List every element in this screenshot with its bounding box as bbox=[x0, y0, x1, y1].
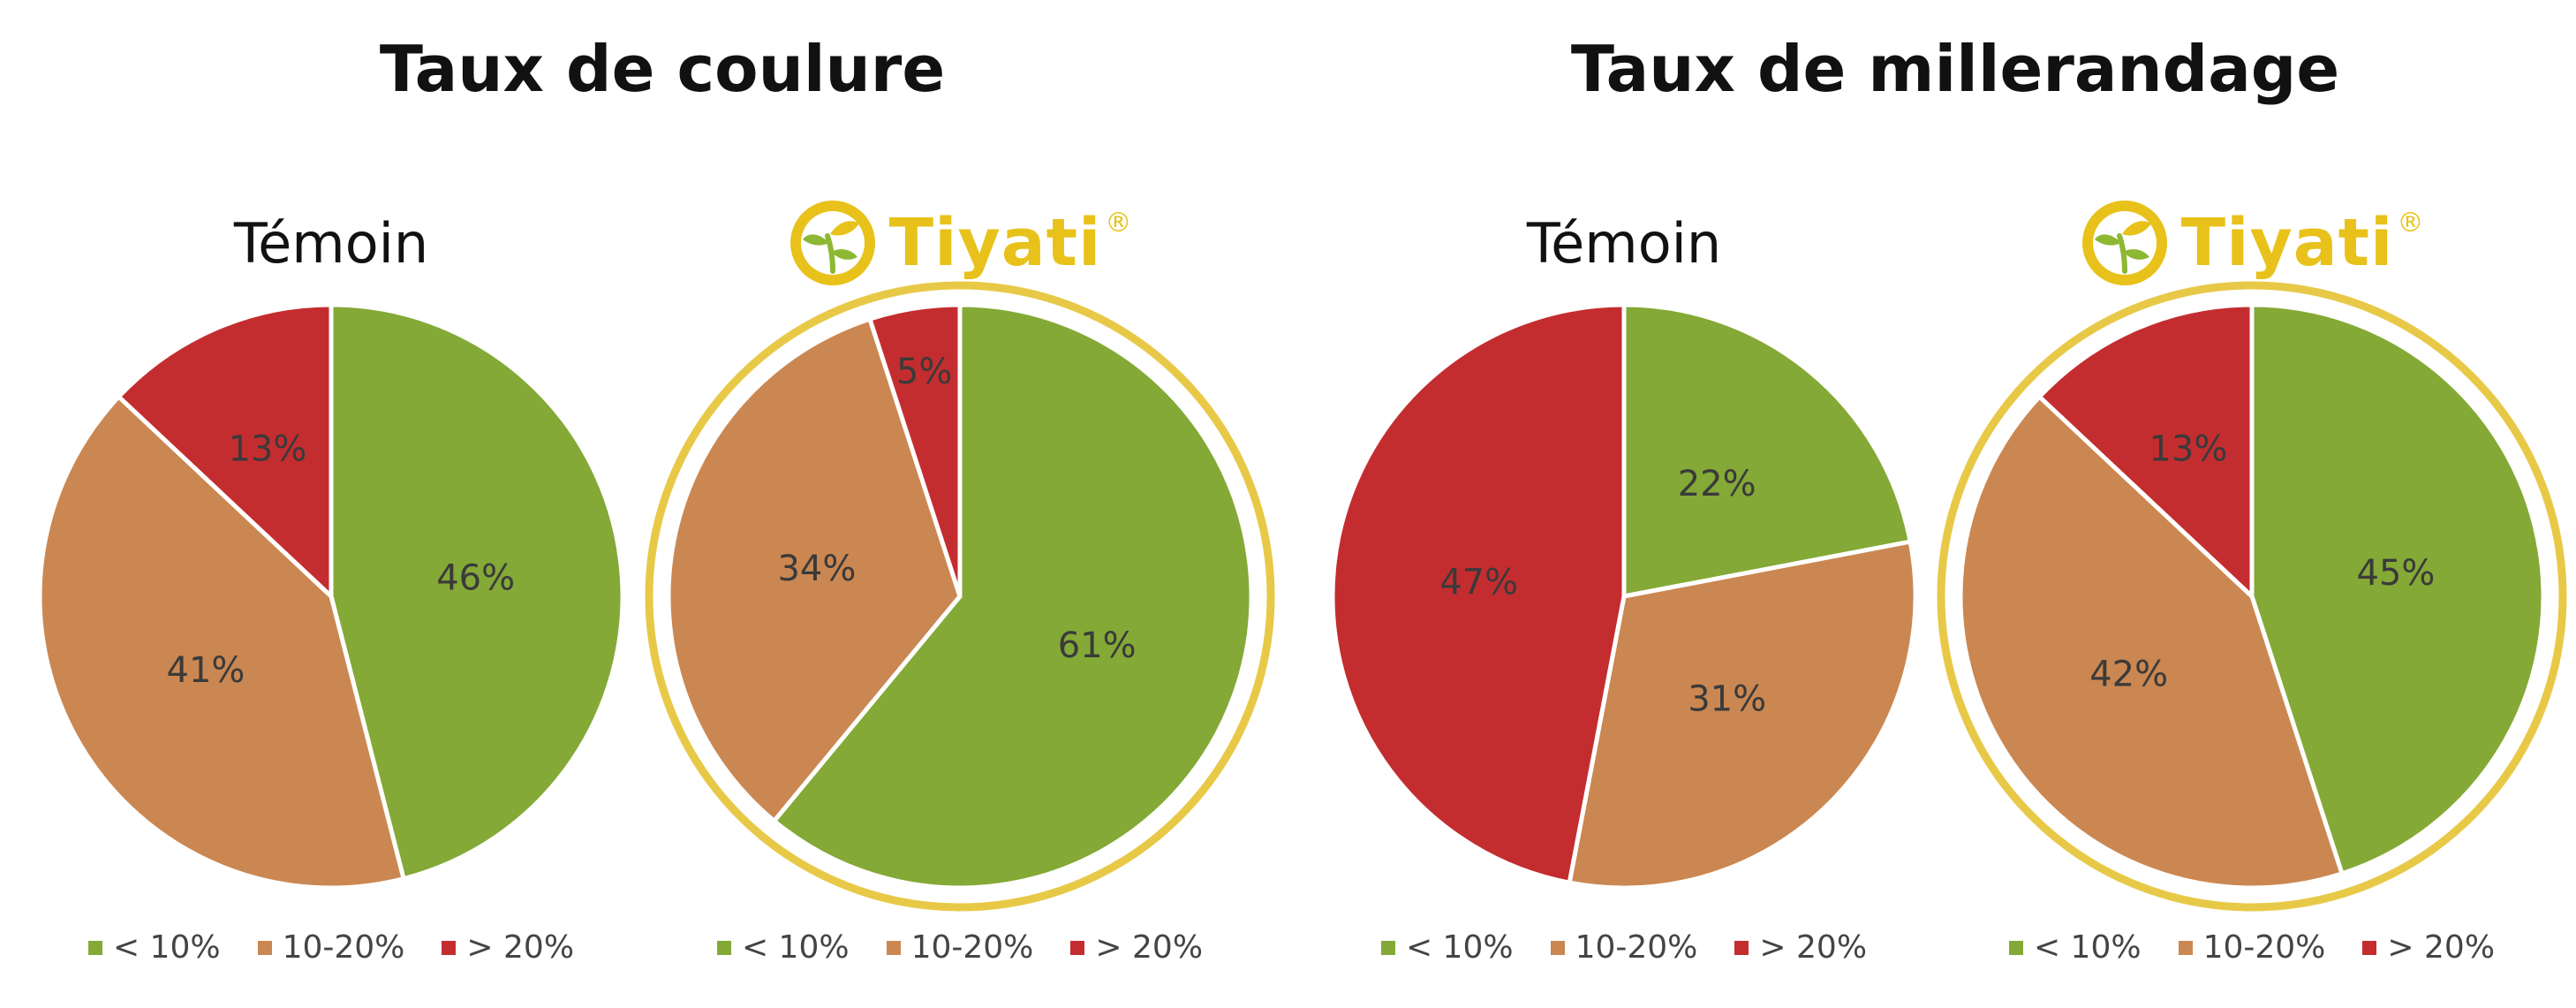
brand-name: Tiyati bbox=[2180, 205, 2394, 281]
legend: < 10% 10-20% > 20% bbox=[642, 929, 1278, 966]
pie-slice-gt20 bbox=[1330, 302, 1627, 885]
pie-data-label-10-20: 31% bbox=[1688, 679, 1766, 720]
pie-data-label-gt20: 5% bbox=[896, 352, 952, 392]
tiyati-logo: Tiyati ® bbox=[789, 199, 1132, 287]
registered-mark: ® bbox=[2397, 208, 2424, 239]
legend-label: < 10% bbox=[2033, 929, 2142, 966]
pie-slice-lt10 bbox=[1621, 302, 1913, 599]
leaf-logo-icon bbox=[2081, 201, 2167, 285]
chart-panel-coulure-tiyati: Tiyati ® 61% 34% 5% < 10% 10-20% > 20% bbox=[642, 168, 1278, 1007]
legend-label: > 20% bbox=[1095, 929, 1204, 966]
title-coulure: Taux de coulure bbox=[379, 32, 946, 106]
legend-swatch-10-20 bbox=[886, 940, 901, 955]
pie-data-label-lt10: 46% bbox=[436, 557, 515, 598]
legend-item-lt10: < 10% bbox=[1380, 929, 1514, 966]
registered-mark: ® bbox=[1105, 208, 1132, 239]
pie-chart-millerandage-tiyati: 45% 42% 13% bbox=[1937, 281, 2567, 912]
pie-slice-10-20 bbox=[1567, 539, 1918, 891]
pie-slice-10-20 bbox=[666, 316, 963, 823]
legend-label: 10-20% bbox=[910, 929, 1034, 966]
pie-slice-gt20 bbox=[867, 302, 963, 599]
tiyati-logo: Tiyati ® bbox=[2081, 199, 2424, 287]
pie-slice-lt10 bbox=[2249, 302, 2546, 876]
pie-slice-gt20 bbox=[2036, 302, 2255, 599]
panel-label: Témoin bbox=[233, 210, 429, 276]
chart-panel-coulure-temoin: Témoin 46% 41% 13% < 10% 10-20% > 20% bbox=[13, 168, 649, 1007]
legend-label: 10-20% bbox=[1575, 929, 1698, 966]
legend-label: < 10% bbox=[741, 929, 850, 966]
legend-swatch-lt10 bbox=[2008, 940, 2023, 955]
panel-header: Témoin bbox=[1306, 190, 1942, 296]
pie-highlight-ring bbox=[645, 281, 1275, 912]
legend-swatch-lt10 bbox=[1380, 940, 1395, 955]
legend-item-10-20: 10-20% bbox=[886, 929, 1034, 966]
legend-swatch-10-20 bbox=[2178, 940, 2193, 955]
pie-data-label-lt10: 61% bbox=[1058, 625, 1137, 666]
legend: < 10% 10-20% > 20% bbox=[1934, 929, 2570, 966]
legend-item-10-20: 10-20% bbox=[257, 929, 405, 966]
pie-data-label-10-20: 41% bbox=[167, 650, 246, 691]
legend-item-gt20: > 20% bbox=[442, 929, 574, 966]
pie-data-label-10-20: 34% bbox=[777, 549, 856, 589]
pie-chart-millerandage-temoin: 22% 31% 47% bbox=[1330, 302, 1918, 891]
pie-chart-coulure-temoin: 46% 41% 13% bbox=[37, 302, 625, 891]
legend-label: 10-20% bbox=[282, 929, 405, 966]
chart-panel-millerandage-temoin: Témoin 22% 31% 47% < 10% 10-20% > 20% bbox=[1306, 168, 1942, 1007]
panel-header: Tiyati ® bbox=[642, 190, 1278, 296]
legend-label: < 10% bbox=[112, 929, 221, 966]
title-millerandage: Taux de millerandage bbox=[1570, 32, 2340, 106]
legend-item-gt20: > 20% bbox=[1734, 929, 1867, 966]
chart-panel-millerandage-tiyati: Tiyati ® 45% 42% 13% < 10% 10-20% > 20% bbox=[1934, 168, 2570, 1007]
legend-swatch-lt10 bbox=[87, 940, 102, 955]
legend: < 10% 10-20% > 20% bbox=[13, 929, 649, 966]
leaf-logo-icon bbox=[789, 201, 875, 285]
pie-data-label-gt20: 47% bbox=[1439, 562, 1518, 603]
pie-slice-lt10 bbox=[772, 302, 1254, 891]
legend-swatch-gt20 bbox=[1734, 940, 1749, 955]
legend-item-gt20: > 20% bbox=[2362, 929, 2495, 966]
legend-label: < 10% bbox=[1405, 929, 1514, 966]
legend-item-lt10: < 10% bbox=[2008, 929, 2142, 966]
pie-data-label-gt20: 13% bbox=[2149, 428, 2227, 469]
legend-swatch-gt20 bbox=[442, 940, 457, 955]
legend-swatch-gt20 bbox=[2362, 940, 2377, 955]
legend-item-lt10: < 10% bbox=[716, 929, 850, 966]
panel-label: Témoin bbox=[1526, 210, 1722, 276]
pie-data-label-gt20: 13% bbox=[228, 428, 306, 469]
legend-label: > 20% bbox=[2387, 929, 2496, 966]
pie-highlight-ring bbox=[1937, 281, 2567, 912]
legend-swatch-lt10 bbox=[716, 940, 731, 955]
pie-slice-lt10 bbox=[329, 302, 625, 882]
pie-data-label-lt10: 45% bbox=[2357, 553, 2436, 594]
legend-item-10-20: 10-20% bbox=[1550, 929, 1698, 966]
pie-chart-coulure-tiyati: 61% 34% 5% bbox=[645, 281, 1275, 912]
panel-header: Tiyati ® bbox=[1934, 190, 2570, 296]
legend-swatch-gt20 bbox=[1070, 940, 1085, 955]
pie-data-label-10-20: 42% bbox=[2089, 654, 2168, 694]
legend-item-10-20: 10-20% bbox=[2178, 929, 2326, 966]
legend-item-lt10: < 10% bbox=[87, 929, 221, 966]
legend-label: > 20% bbox=[466, 929, 575, 966]
brand-name: Tiyati bbox=[888, 205, 1102, 281]
legend-label: 10-20% bbox=[2202, 929, 2326, 966]
legend-swatch-10-20 bbox=[257, 940, 272, 955]
pie-data-label-lt10: 22% bbox=[1678, 464, 1756, 504]
legend-item-gt20: > 20% bbox=[1070, 929, 1203, 966]
panel-header: Témoin bbox=[13, 190, 649, 296]
pie-slice-10-20 bbox=[37, 394, 406, 891]
legend-swatch-10-20 bbox=[1550, 940, 1565, 955]
legend-label: > 20% bbox=[1759, 929, 1868, 966]
pie-slice-gt20 bbox=[116, 302, 334, 599]
pie-slice-10-20 bbox=[1958, 394, 2345, 891]
legend: < 10% 10-20% > 20% bbox=[1306, 929, 1942, 966]
